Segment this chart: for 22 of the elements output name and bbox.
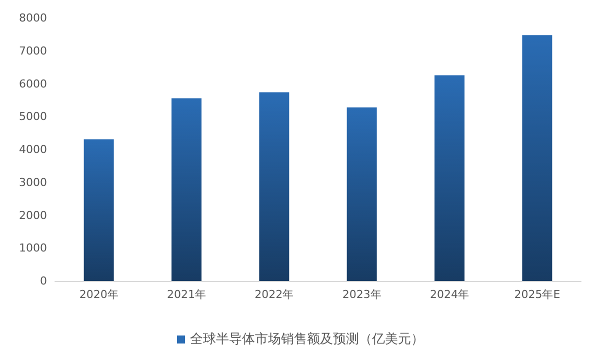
y-tick-label: 8000 — [19, 12, 47, 24]
x-tick-label: 2024年 — [430, 288, 469, 301]
x-tick-label: 2025年E — [514, 288, 560, 301]
bar — [172, 98, 202, 281]
bar — [346, 107, 377, 281]
bar — [84, 139, 114, 281]
x-tick-label: 2021年 — [167, 288, 206, 301]
y-tick-label: 4000 — [19, 143, 47, 156]
x-tick-label: 2022年 — [254, 288, 294, 301]
y-tick-label: 5000 — [19, 110, 47, 124]
y-tick-label: 0 — [40, 274, 47, 288]
y-tick-label: 7000 — [19, 44, 47, 58]
x-tick-label: 2023年 — [342, 288, 382, 301]
x-tick-label: 2020年 — [79, 288, 118, 301]
bar — [259, 92, 290, 281]
y-tick-label: 2000 — [19, 208, 47, 222]
bar — [434, 75, 464, 281]
y-tick-label: 3000 — [19, 176, 47, 189]
y-tick-label: 6000 — [19, 77, 47, 90]
y-tick-label: 1000 — [19, 242, 47, 255]
bar — [522, 35, 552, 281]
legend-label: 全球半导体市场销售额及预测（亿美元） — [190, 331, 424, 347]
